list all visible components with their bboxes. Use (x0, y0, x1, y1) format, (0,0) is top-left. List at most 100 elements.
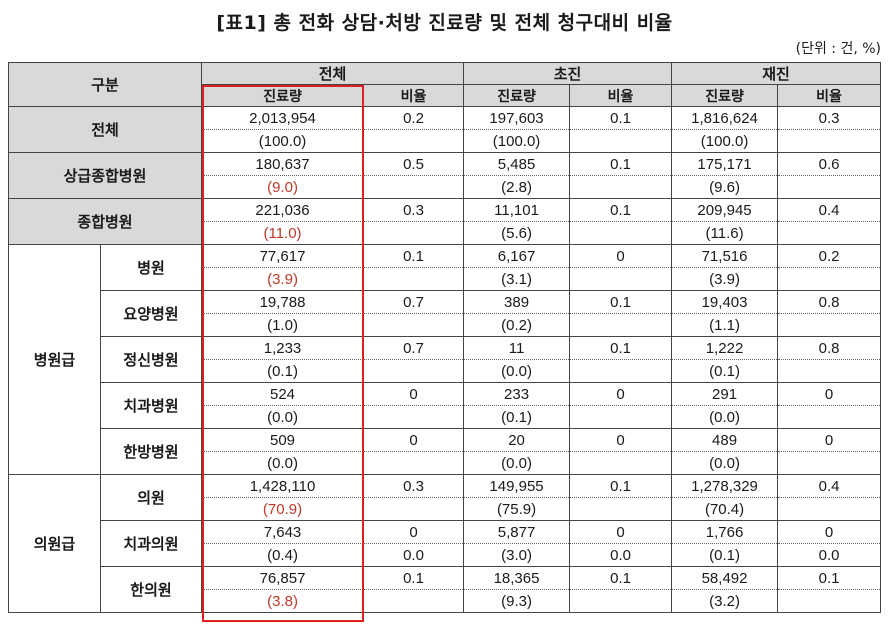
unit-label: (단위 : 건, %) (795, 41, 881, 57)
cell-revisit-volume: 1,816,624 (671, 106, 779, 130)
cell-first-volume: 5,877 (463, 520, 571, 544)
cell-revisit-rate-2 (777, 267, 882, 291)
cell-revisit-rate-2 (777, 221, 882, 245)
cell-revisit-volume: 1,766 (671, 520, 779, 544)
cell-first-volume: 20 (463, 428, 571, 452)
cell-total-rate: 0.1 (363, 566, 465, 590)
cell-revisit-rate-2 (777, 175, 882, 199)
cell-total-share: (0.1) (201, 359, 365, 383)
table-row: (70.9) (75.9) (70.4) (9, 497, 882, 521)
cell-first-rate: 0.1 (569, 474, 673, 498)
header-total-volume: 진료량 (201, 84, 365, 107)
cell-first-share: (75.9) (463, 497, 571, 521)
cell-revisit-share: (3.2) (671, 589, 779, 613)
table-row: 상급종합병원 180,637 0.5 5,485 0.1 175,171 0.6 (7, 152, 882, 199)
cell-first-rate-2: 0.0 (569, 543, 673, 567)
cell-first-volume: 5,485 (463, 152, 571, 176)
cell-first-share: (0.0) (463, 359, 571, 383)
table-row: 한의원 76,857 0.1 18,365 0.1 58,492 0.1 (9, 566, 882, 613)
cell-revisit-volume: 1,278,329 (671, 474, 779, 498)
cell-first-rate-2 (569, 359, 673, 383)
cell-total-rate: 0 (363, 428, 465, 452)
cell-total-rate-2 (363, 267, 465, 291)
cell-total-share: (9.0) (201, 175, 365, 199)
cell-first-rate-2 (569, 405, 673, 429)
cell-revisit-rate-2 (777, 313, 882, 337)
cell-total-rate: 0.7 (363, 290, 465, 314)
cell-total-share: (0.0) (201, 405, 365, 429)
cell-first-share: (100.0) (463, 129, 571, 153)
cell-revisit-volume: 489 (671, 428, 779, 452)
cell-total-rate: 0.7 (363, 336, 465, 360)
table-row: (3.8) (9.3) (3.2) (9, 589, 882, 613)
cell-first-volume: 6,167 (463, 244, 571, 268)
cell-total-rate: 0 (363, 382, 465, 406)
cell-revisit-rate-2 (777, 129, 882, 153)
cell-revisit-rate-2 (777, 589, 882, 613)
cell-revisit-rate: 0.3 (777, 106, 882, 130)
table-row: (1.0) (0.2) (1.1) (9, 313, 882, 337)
row-label: 전체 (7, 106, 203, 153)
cell-first-volume: 197,603 (463, 106, 571, 130)
cell-first-volume: 389 (463, 290, 571, 314)
cell-first-rate: 0.1 (569, 152, 673, 176)
cell-total-share: (100.0) (201, 129, 365, 153)
cell-total-volume: 221,036 (201, 198, 365, 222)
cell-total-rate-2 (363, 497, 465, 521)
table-row: (3.9) (3.1) (3.9) (9, 267, 882, 291)
table-row: (0.1) (0.0) (0.1) (9, 359, 882, 383)
cell-first-rate: 0 (569, 520, 673, 544)
cell-revisit-volume: 175,171 (671, 152, 779, 176)
table-row: 요양병원 19,788 0.7 389 0.1 19,403 0.8 (9, 290, 882, 337)
cell-total-rate: 0.3 (363, 474, 465, 498)
table-title: [표1] 총 전화 상담·처방 진료량 및 전체 청구대비 비율 (216, 12, 673, 34)
cell-first-share: (3.0) (463, 543, 571, 567)
cell-total-volume: 1,428,110 (201, 474, 365, 498)
header-first-volume: 진료량 (463, 84, 571, 107)
cell-revisit-rate: 0.8 (777, 290, 882, 314)
cell-revisit-volume: 58,492 (671, 566, 779, 590)
cell-total-rate-2 (363, 129, 465, 153)
table-row: (0.0) (0.0) (0.0) (9, 451, 882, 475)
table-row: 치과의원 7,643 0 5,877 0 1,766 0 (9, 520, 882, 567)
cell-total-rate-2 (363, 175, 465, 199)
header-total: 전체 (201, 62, 465, 85)
cell-first-rate-2 (569, 589, 673, 613)
cell-revisit-rate-2 (777, 451, 882, 475)
row-label: 상급종합병원 (7, 152, 203, 199)
cell-first-volume: 233 (463, 382, 571, 406)
cell-revisit-rate: 0 (777, 428, 882, 452)
cell-total-rate-2 (363, 405, 465, 429)
table-row: 병원급 병원 77,617 0.1 6,167 0 71,516 0.2 (8, 244, 882, 475)
cell-first-share: (5.6) (463, 221, 571, 245)
header-total-rate: 비율 (363, 84, 465, 107)
cell-total-share: (11.0) (201, 221, 365, 245)
cell-total-rate-2 (363, 313, 465, 337)
cell-revisit-share: (9.6) (671, 175, 779, 199)
cell-first-volume: 11,101 (463, 198, 571, 222)
cell-revisit-rate: 0.2 (777, 244, 882, 268)
header-first-visit: 초진 (463, 62, 673, 85)
header-revisit: 재진 (671, 62, 882, 85)
group-label-clinic: 의원급 (8, 474, 101, 613)
cell-revisit-share: (100.0) (671, 129, 779, 153)
cell-first-rate: 0.1 (569, 106, 673, 130)
cell-total-rate-2: 0.0 (363, 543, 465, 567)
cell-revisit-rate: 0 (777, 382, 882, 406)
cell-revisit-share: (70.4) (671, 497, 779, 521)
cell-revisit-share: (0.1) (671, 359, 779, 383)
row-label: 치과병원 (99, 382, 203, 429)
cell-revisit-rate-2 (777, 497, 882, 521)
row-label: 요양병원 (99, 290, 203, 337)
cell-first-rate-2 (569, 175, 673, 199)
cell-revisit-rate-2 (777, 405, 882, 429)
cell-total-share: (1.0) (201, 313, 365, 337)
cell-first-share: (3.1) (463, 267, 571, 291)
table-row: 의원급 의원 1,428,110 0.3 149,955 0.1 1,278,329 0.4 (8, 474, 882, 613)
cell-first-rate-2 (569, 221, 673, 245)
cell-first-share: (0.0) (463, 451, 571, 475)
cell-first-rate: 0 (569, 382, 673, 406)
cell-first-share: (2.8) (463, 175, 571, 199)
cell-first-rate: 0.1 (569, 336, 673, 360)
cell-first-volume: 149,955 (463, 474, 571, 498)
